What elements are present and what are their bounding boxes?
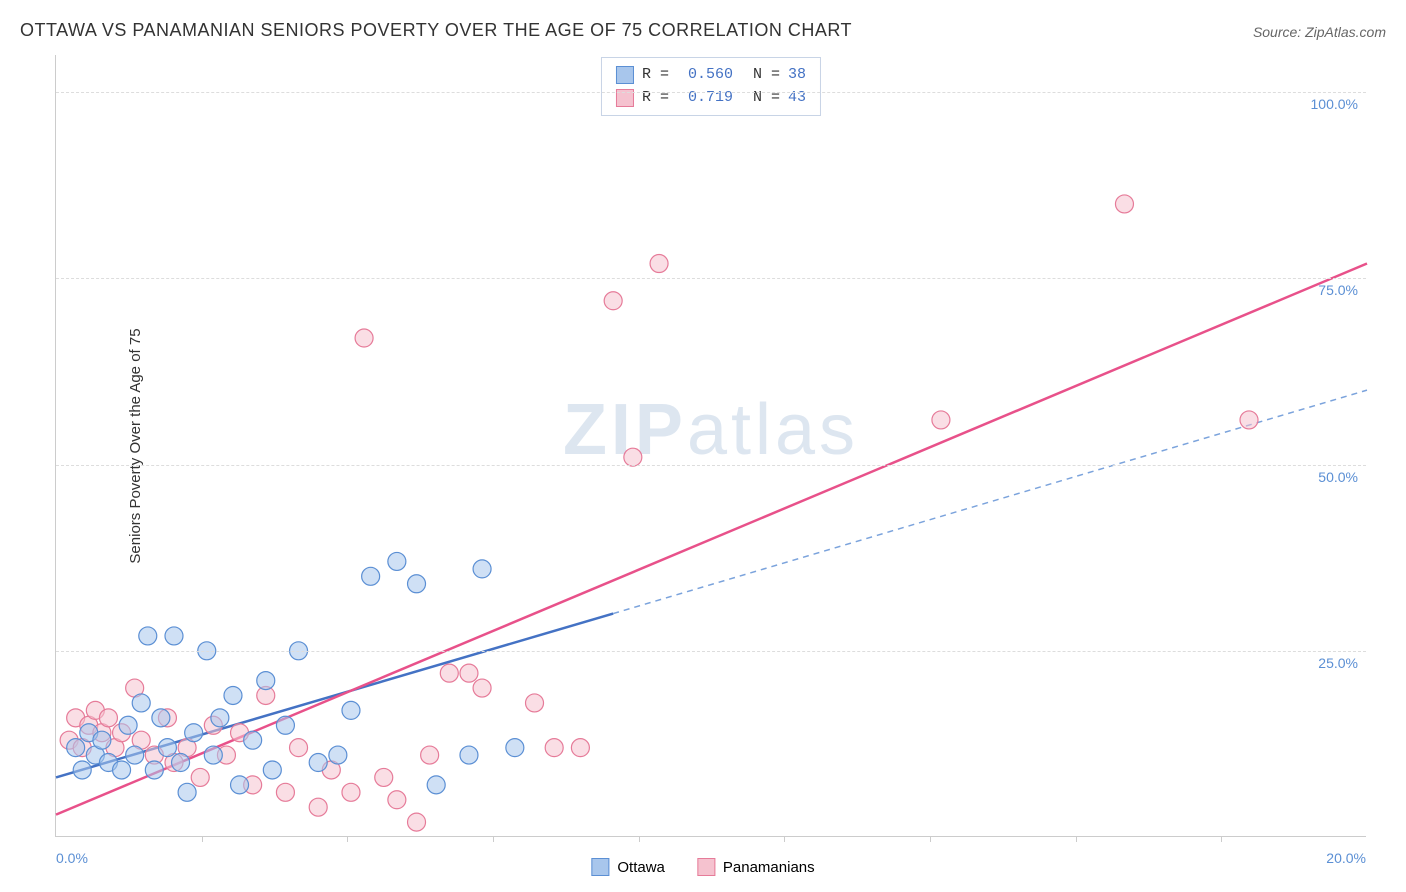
data-point-panamanians — [460, 664, 478, 682]
series-legend-item: Ottawa — [591, 858, 665, 876]
data-point-ottawa — [473, 560, 491, 578]
data-point-panamanians — [604, 292, 622, 310]
data-point-ottawa — [145, 761, 163, 779]
data-point-panamanians — [571, 739, 589, 757]
correlation-legend-row: R = 0.560 N = 38 — [616, 64, 806, 87]
data-point-ottawa — [204, 746, 222, 764]
x-tick — [930, 836, 931, 842]
x-axis-end-label: 20.0% — [1326, 850, 1366, 866]
series-legend: Ottawa Panamanians — [591, 858, 814, 876]
x-axis-start-label: 0.0% — [56, 850, 88, 866]
scatter-plot-svg — [56, 55, 1366, 836]
source-attribution: Source: ZipAtlas.com — [1253, 24, 1386, 40]
legend-n-label: N = — [753, 87, 780, 110]
data-point-ottawa — [342, 701, 360, 719]
series-legend-item: Panamanians — [697, 858, 815, 876]
data-point-ottawa — [139, 627, 157, 645]
data-point-ottawa — [172, 754, 190, 772]
legend-r-value: 0.719 — [677, 87, 733, 110]
correlation-legend-row: R = 0.719 N = 43 — [616, 87, 806, 110]
data-point-ottawa — [119, 716, 137, 734]
data-point-ottawa — [506, 739, 524, 757]
data-point-ottawa — [408, 575, 426, 593]
data-point-ottawa — [362, 567, 380, 585]
chart-title: OTTAWA VS PANAMANIAN SENIORS POVERTY OVE… — [20, 20, 852, 41]
data-point-panamanians — [1115, 195, 1133, 213]
data-point-ottawa — [152, 709, 170, 727]
x-tick — [493, 836, 494, 842]
legend-r-value: 0.560 — [677, 64, 733, 87]
data-point-panamanians — [342, 783, 360, 801]
data-point-panamanians — [355, 329, 373, 347]
data-point-panamanians — [650, 255, 668, 273]
data-point-ottawa — [388, 552, 406, 570]
data-point-panamanians — [526, 694, 544, 712]
y-tick-label: 75.0% — [1318, 282, 1358, 298]
x-tick — [784, 836, 785, 842]
data-point-ottawa — [231, 776, 249, 794]
legend-n-value: 38 — [788, 64, 806, 87]
series-legend-label: Panamanians — [723, 859, 815, 876]
data-point-ottawa — [67, 739, 85, 757]
data-point-ottawa — [244, 731, 262, 749]
plot-area: ZIPatlas R =0.560N =38R =0.719N =43 25.0… — [55, 55, 1366, 837]
data-point-ottawa — [257, 672, 275, 690]
data-point-ottawa — [132, 694, 150, 712]
legend-r-label: R = — [642, 64, 669, 87]
correlation-legend: R = 0.560 N = 38 R = 0.719 N = 43 — [601, 57, 821, 116]
data-point-panamanians — [473, 679, 491, 697]
data-point-ottawa — [73, 761, 91, 779]
data-point-panamanians — [309, 798, 327, 816]
data-point-panamanians — [276, 783, 294, 801]
data-point-ottawa — [460, 746, 478, 764]
y-tick-label: 100.0% — [1311, 96, 1358, 112]
data-point-ottawa — [211, 709, 229, 727]
x-tick — [202, 836, 203, 842]
data-point-ottawa — [178, 783, 196, 801]
data-point-panamanians — [421, 746, 439, 764]
x-tick — [347, 836, 348, 842]
data-point-panamanians — [375, 768, 393, 786]
legend-swatch-icon — [591, 858, 609, 876]
legend-n-value: 43 — [788, 87, 806, 110]
data-point-ottawa — [263, 761, 281, 779]
gridline — [56, 278, 1366, 279]
data-point-panamanians — [388, 791, 406, 809]
data-point-panamanians — [191, 768, 209, 786]
data-point-ottawa — [276, 716, 294, 734]
data-point-ottawa — [427, 776, 445, 794]
y-tick-label: 50.0% — [1318, 469, 1358, 485]
gridline — [56, 465, 1366, 466]
data-point-ottawa — [224, 686, 242, 704]
data-point-panamanians — [1240, 411, 1258, 429]
data-point-panamanians — [99, 709, 117, 727]
data-point-ottawa — [158, 739, 176, 757]
data-point-panamanians — [408, 813, 426, 831]
x-tick — [639, 836, 640, 842]
data-point-ottawa — [93, 731, 111, 749]
data-point-ottawa — [185, 724, 203, 742]
data-point-ottawa — [126, 746, 144, 764]
legend-n-label: N = — [753, 64, 780, 87]
data-point-ottawa — [165, 627, 183, 645]
data-point-panamanians — [624, 448, 642, 466]
series-legend-label: Ottawa — [617, 859, 665, 876]
data-point-ottawa — [309, 754, 327, 772]
legend-swatch-icon — [616, 66, 634, 84]
chart-container: OTTAWA VS PANAMANIAN SENIORS POVERTY OVE… — [0, 0, 1406, 892]
data-point-panamanians — [290, 739, 308, 757]
x-tick — [1221, 836, 1222, 842]
x-tick — [1076, 836, 1077, 842]
gridline — [56, 92, 1366, 93]
legend-r-label: R = — [642, 87, 669, 110]
data-point-panamanians — [440, 664, 458, 682]
data-point-ottawa — [113, 761, 131, 779]
data-point-ottawa — [329, 746, 347, 764]
gridline — [56, 651, 1366, 652]
data-point-panamanians — [932, 411, 950, 429]
y-tick-label: 25.0% — [1318, 655, 1358, 671]
data-point-panamanians — [545, 739, 563, 757]
legend-swatch-icon — [697, 858, 715, 876]
